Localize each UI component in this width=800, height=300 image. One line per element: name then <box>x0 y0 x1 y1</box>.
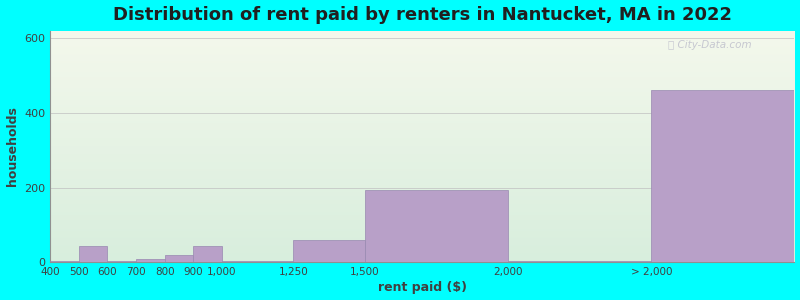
Text: Ⓐ City-Data.com: Ⓐ City-Data.com <box>668 40 751 50</box>
Bar <box>294 240 365 262</box>
Bar <box>165 255 194 262</box>
Bar <box>222 261 294 262</box>
Y-axis label: households: households <box>6 106 18 187</box>
Title: Distribution of rent paid by renters in Nantucket, MA in 2022: Distribution of rent paid by renters in … <box>113 6 732 24</box>
Bar <box>365 190 508 262</box>
Bar <box>651 91 794 262</box>
Bar <box>136 259 165 262</box>
Bar <box>508 261 651 262</box>
Bar <box>50 261 78 262</box>
Bar <box>107 260 136 262</box>
Bar <box>78 246 107 262</box>
X-axis label: rent paid ($): rent paid ($) <box>378 281 466 294</box>
Bar <box>194 246 222 262</box>
